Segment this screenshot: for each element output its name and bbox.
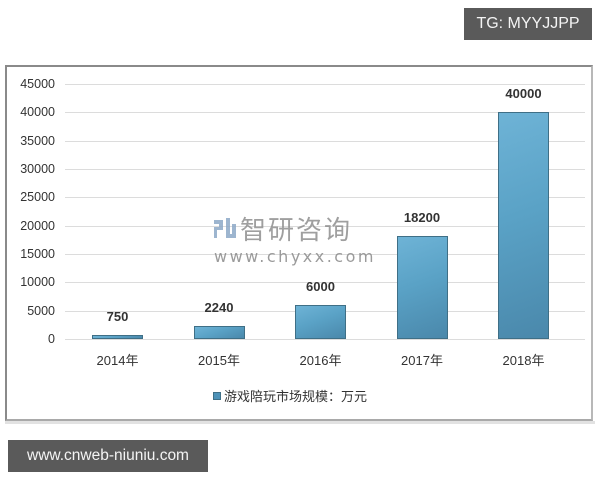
gridline	[65, 339, 585, 340]
y-axis-tick-label: 40000	[20, 105, 55, 120]
data-label: 40000	[505, 86, 542, 102]
bar	[295, 305, 346, 339]
data-label: 18200	[403, 209, 441, 225]
y-axis-tick-label: 30000	[20, 162, 55, 176]
gridline	[65, 141, 585, 142]
x-axis-tick-label: 2017年	[401, 353, 443, 368]
legend-label: 游戏陪玩市场规模：万元	[224, 389, 368, 404]
x-axis-tick-label: 2018年	[502, 353, 545, 368]
telegram-tag: TG: MYYJJPP	[464, 8, 592, 40]
x-axis-tick-label: 2016年	[299, 353, 342, 368]
data-label: 750	[106, 308, 129, 324]
gridline	[65, 254, 585, 255]
legend-swatch-icon	[213, 391, 221, 400]
y-axis-tick-label: 15000	[20, 247, 55, 261]
chart-frame	[5, 65, 593, 421]
y-axis-tick-label: 45000	[20, 77, 55, 91]
frame-shadow	[5, 421, 595, 424]
bar	[92, 334, 143, 339]
y-axis-tick-label: 5000	[27, 303, 55, 318]
gridline	[65, 226, 585, 227]
bar	[193, 326, 245, 339]
y-axis-tick-label: 20000	[20, 218, 55, 233]
y-axis-tick-label: 10000	[20, 275, 55, 290]
data-label: 2240	[204, 300, 234, 316]
y-axis-tick-label: 25000	[20, 190, 55, 205]
gridline	[65, 197, 585, 198]
y-axis-tick-label: 0	[48, 332, 55, 346]
y-axis-tick-label: 35000	[20, 133, 55, 148]
data-label: 6000	[306, 279, 335, 294]
bar	[498, 112, 549, 339]
bar	[396, 235, 448, 339]
chart-legend: 游戏陪玩市场规模：万元	[213, 386, 367, 405]
gridline	[65, 84, 585, 85]
site-url-tag: www.cnweb-niuniu.com	[8, 440, 208, 472]
gridline	[65, 112, 585, 113]
x-axis-tick-label: 2015年	[198, 353, 240, 368]
gridline	[65, 169, 585, 170]
x-axis-tick-label: 2014年	[96, 353, 139, 368]
gridline	[65, 282, 585, 283]
